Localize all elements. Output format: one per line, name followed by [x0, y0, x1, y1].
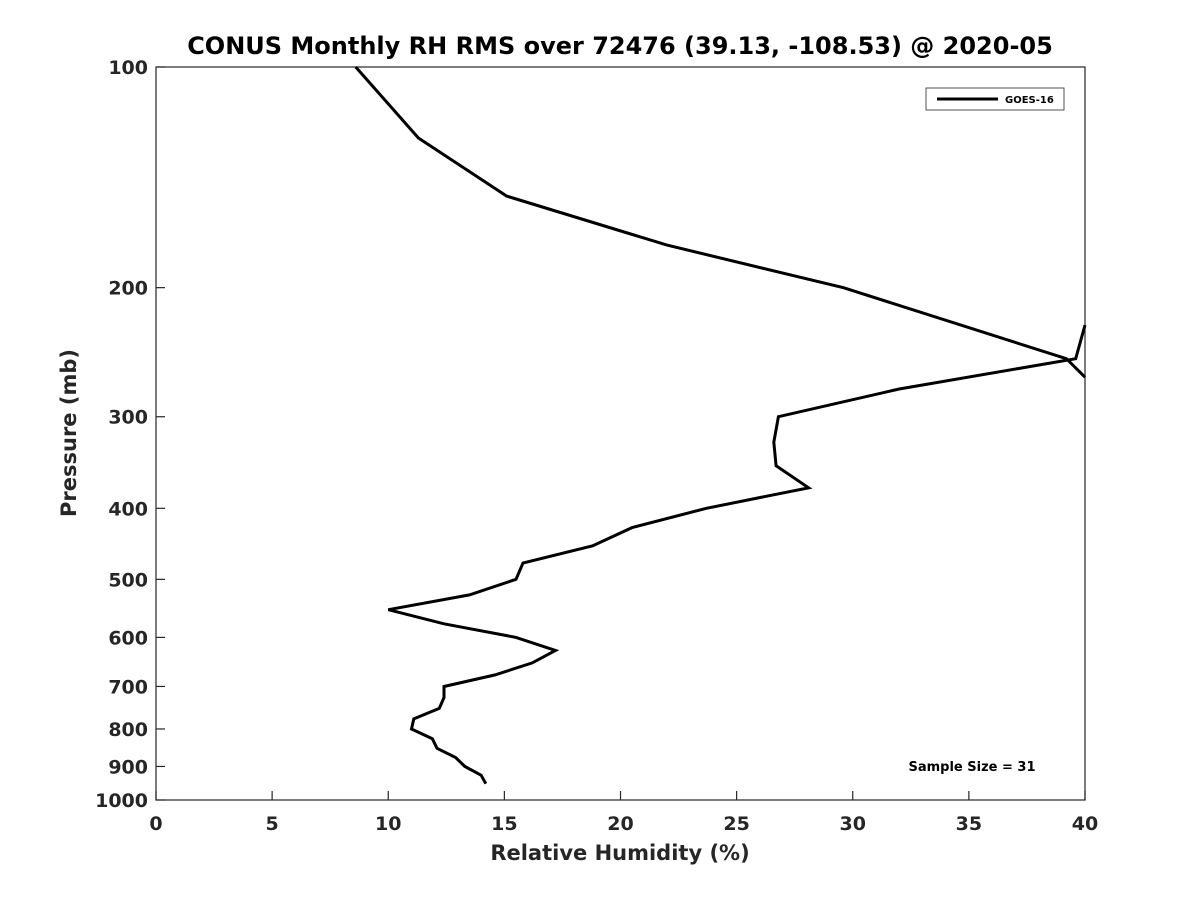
y-tick-label-2: 300	[108, 407, 148, 429]
chart-title: CONUS Monthly RH RMS over 72476 (39.13, …	[187, 32, 1053, 60]
series-line-0-segment-0	[354, 66, 1087, 379]
y-tick-label-8: 900	[108, 756, 148, 778]
x-tick-label-8: 40	[1072, 813, 1098, 835]
series-layer	[354, 66, 1087, 785]
y-tick-label-6: 700	[108, 676, 148, 698]
legend-label-goes-16: GOES-16	[1005, 95, 1054, 106]
x-axis-label: Relative Humidity (%)	[490, 841, 749, 865]
x-tick-label-3: 15	[491, 813, 517, 835]
x-tick-label-5: 25	[723, 813, 749, 835]
x-tick-label-7: 35	[956, 813, 982, 835]
y-axis-label: Pressure (mb)	[57, 349, 81, 517]
series-line-0-segment-1	[387, 324, 1087, 785]
x-tick-label-6: 30	[840, 813, 866, 835]
x-tick-label-1: 5	[266, 813, 279, 835]
y-tick-label-1: 200	[108, 278, 148, 300]
y-tick-label-9: 1000	[95, 790, 148, 812]
sample-size-annotation: Sample Size = 31	[908, 760, 1035, 775]
plot-area	[155, 66, 1086, 801]
x-tick-label-0: 0	[149, 813, 162, 835]
y-axis: 100 200 300 400 500 600 700 800 900 1000	[95, 57, 165, 812]
y-tick-label-3: 400	[108, 498, 148, 520]
legend: GOES-16	[925, 87, 1065, 111]
x-tick-label-4: 20	[607, 813, 633, 835]
y-tick-label-7: 800	[108, 719, 148, 741]
y-tick-label-4: 500	[108, 569, 148, 591]
x-axis: 0 5 10 15 20 25 30 35 40	[149, 791, 1098, 835]
x-tick-label-2: 10	[375, 813, 401, 835]
y-tick-label-5: 600	[108, 627, 148, 649]
y-tick-label-0: 100	[108, 57, 148, 79]
